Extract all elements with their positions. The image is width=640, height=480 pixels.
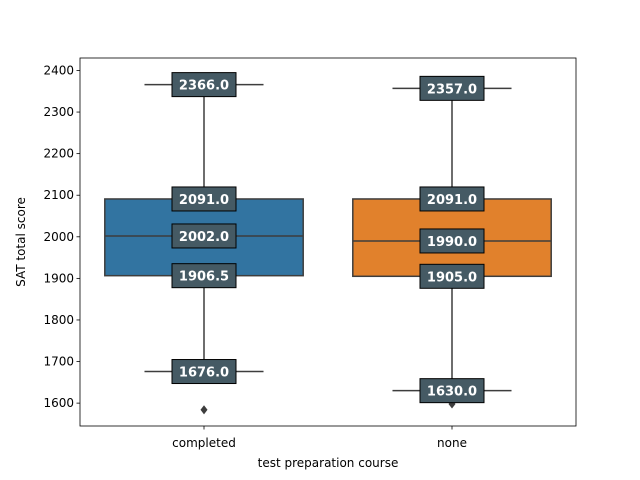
stat-label-text: 2366.0 (179, 79, 229, 94)
stat-label-box (419, 228, 485, 254)
y-tick-label: 2200 (43, 147, 74, 161)
stat-label-text: 1906.5 (179, 270, 229, 285)
x-axis-title: test preparation course (258, 456, 399, 470)
stat-label-box (419, 75, 485, 101)
stat-label-q3: 2091.0 (171, 186, 237, 212)
y-tick-label: 1600 (43, 396, 74, 410)
stat-label-box (419, 186, 485, 212)
stat-label-box (171, 186, 237, 212)
x-axis: completed none (172, 426, 467, 450)
stat-label-box (171, 359, 237, 385)
stat-label-box (171, 263, 237, 289)
stat-label-q3: 2091.0 (419, 186, 485, 212)
stat-label-whisker-low: 1676.0 (171, 359, 237, 385)
y-tick-label: 1900 (43, 271, 74, 285)
stat-label-text: 2091.0 (427, 193, 477, 208)
y-tick-label: 1700 (43, 355, 74, 369)
stat-label-text: 1990.0 (427, 235, 477, 250)
y-tick-label: 1800 (43, 313, 74, 327)
y-tick-label: 2400 (43, 63, 74, 77)
stat-label-box (419, 378, 485, 404)
stat-label-text: 2091.0 (179, 193, 229, 208)
stat-label-median: 1990.0 (419, 228, 485, 254)
y-tick-label: 2000 (43, 230, 74, 244)
stat-label-median: 2002.0 (171, 223, 237, 249)
stat-label-q1: 1906.5 (171, 263, 237, 289)
y-axis: 1600 1700 1800 1900 2000 2100 2200 2300 2400 (43, 63, 80, 410)
stat-label-box (419, 263, 485, 289)
stat-label-text: 1630.0 (427, 385, 477, 400)
stat-label-box (171, 72, 237, 98)
x-tick-label: none (437, 436, 467, 450)
y-axis-title: SAT total score (14, 197, 28, 287)
stat-label-whisker-high: 2357.0 (419, 75, 485, 101)
x-tick-label: completed (172, 436, 236, 450)
stat-label-text: 2357.0 (427, 82, 477, 97)
stat-label-box (171, 223, 237, 249)
stat-label-text: 1676.0 (179, 366, 229, 381)
stat-label-whisker-high: 2366.0 (171, 72, 237, 98)
y-tick-label: 2100 (43, 188, 74, 202)
y-tick-label: 2300 (43, 105, 74, 119)
stat-label-q1: 1905.0 (419, 263, 485, 289)
stat-label-whisker-low: 1630.0 (419, 378, 485, 404)
stat-label-text: 2002.0 (179, 230, 229, 245)
plot-frame (79, 57, 577, 427)
outlier-point (200, 405, 208, 415)
stat-label-text: 1905.0 (427, 270, 477, 285)
stat-labels-layer: 2366.0 2091.0 2002.0 1906.5 1676.0 2357.0 2091… (171, 72, 485, 404)
